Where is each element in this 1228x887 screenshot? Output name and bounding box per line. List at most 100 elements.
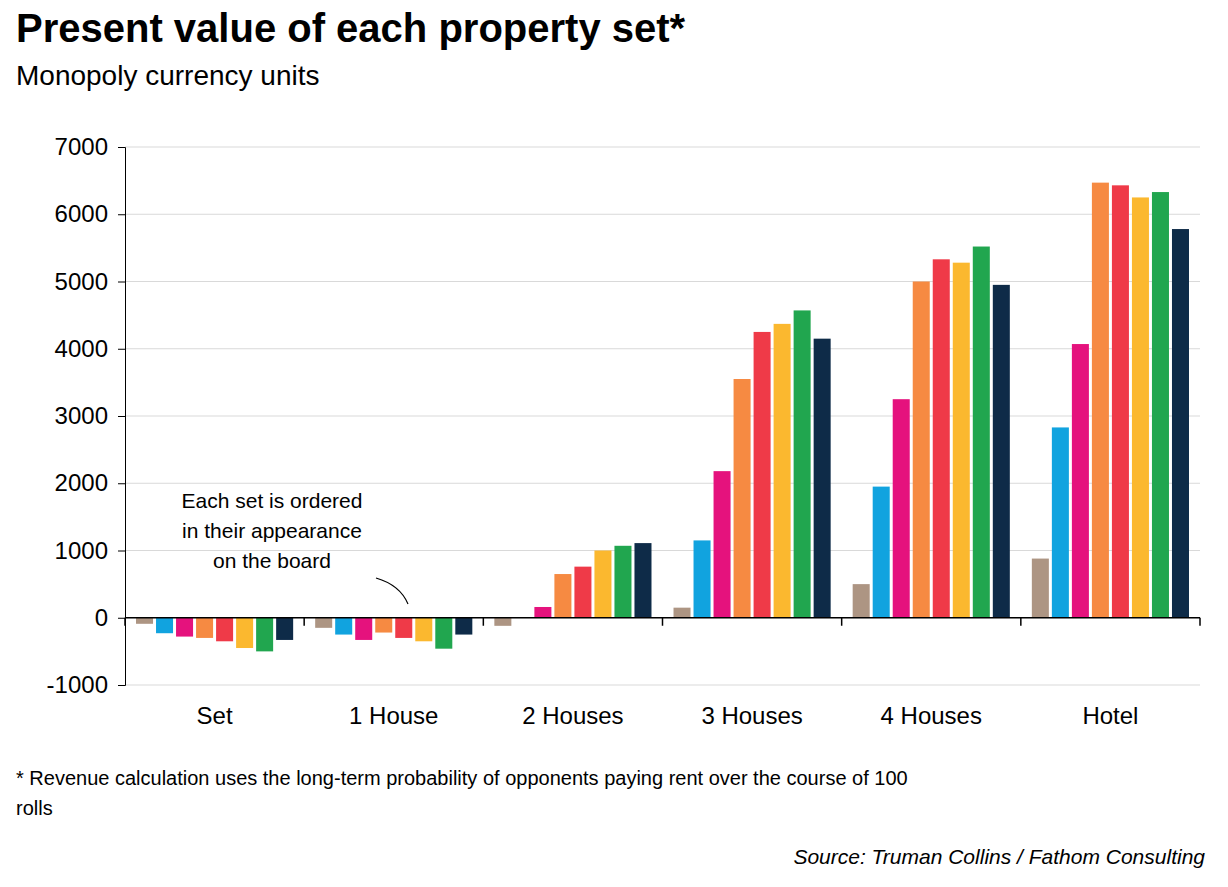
bar [873, 487, 890, 618]
bar [1172, 229, 1189, 618]
category-divider [303, 618, 305, 626]
category-label: 4 Houses [881, 702, 982, 729]
category-label: 3 Houses [701, 702, 802, 729]
source: Source: Truman Collins / Fathom Consulti… [793, 845, 1205, 868]
subtitle: Monopoly currency units [16, 60, 319, 91]
bar [494, 618, 511, 626]
bar [594, 551, 611, 618]
bar [1032, 559, 1049, 618]
tick: 2000 [55, 469, 125, 496]
tick: 6000 [55, 200, 125, 227]
bar [913, 282, 930, 618]
tick: 5000 [55, 268, 125, 295]
tick-mark [118, 147, 125, 148]
grid-line [125, 348, 1200, 349]
bar [714, 471, 731, 618]
bar [933, 259, 950, 617]
bar [694, 540, 711, 617]
bar [674, 608, 691, 618]
tick-mark [118, 551, 125, 552]
bar [455, 618, 472, 635]
bar [355, 618, 372, 640]
grid [125, 147, 1200, 685]
category-label: Hotel [1082, 702, 1138, 729]
bar [395, 618, 412, 638]
bar [893, 399, 910, 618]
category-divider [662, 618, 664, 626]
bars [136, 183, 1189, 652]
tick: 4 Houses [881, 702, 982, 729]
bar [1132, 197, 1149, 617]
series [156, 427, 1069, 634]
annotation-text: on the board [213, 549, 331, 572]
y-axis: -100001000200030004000500060007000 [47, 133, 126, 698]
category-label: 2 Houses [522, 702, 623, 729]
bar [554, 574, 571, 618]
series [196, 183, 1109, 638]
bar [415, 618, 432, 642]
bar [634, 543, 651, 618]
grid-line [125, 147, 1200, 148]
category-divider [1020, 618, 1022, 626]
bar [794, 310, 811, 617]
category-label: Set [197, 702, 233, 729]
annotation: Each set is orderedin their appearanceon… [182, 489, 408, 604]
tick: 0 [95, 604, 125, 631]
axis-line [118, 148, 126, 686]
bar [375, 618, 392, 633]
bar [315, 618, 332, 628]
series [256, 192, 1169, 651]
series [176, 344, 1089, 640]
grid-line [125, 483, 1200, 484]
tick-label: 3000 [55, 402, 108, 429]
bar [614, 546, 631, 618]
bar [534, 607, 551, 618]
bar [814, 339, 831, 618]
tick-label: 0 [95, 604, 108, 631]
annotation-text: in their appearance [182, 519, 362, 542]
tick-label: -1000 [47, 671, 108, 698]
category-divider [124, 618, 126, 626]
footnote: rolls [16, 797, 53, 819]
tick: 2 Houses [522, 702, 623, 729]
annotation-arrow [376, 578, 408, 604]
grid-line [125, 685, 1200, 686]
bar [1152, 192, 1169, 618]
bar [993, 285, 1010, 618]
category-label: 1 House [349, 702, 438, 729]
series [216, 185, 1129, 641]
tick: 4000 [55, 335, 125, 362]
grid-line [125, 416, 1200, 417]
bar [435, 618, 452, 649]
bar [1092, 183, 1109, 618]
series [236, 197, 1149, 648]
bar [774, 324, 791, 618]
bar [176, 618, 193, 637]
bar [196, 618, 213, 638]
tick: 3 Houses [701, 702, 802, 729]
bar [335, 618, 352, 635]
category-divider [1199, 618, 1201, 626]
tick: 3000 [55, 402, 125, 429]
tick-mark [118, 416, 125, 417]
tick-mark [118, 618, 125, 619]
series [276, 229, 1189, 640]
bar [276, 618, 293, 640]
title: Present value of each property set* [16, 6, 686, 50]
tick: 1 House [349, 702, 438, 729]
bar [1112, 185, 1129, 617]
tick-mark [118, 282, 125, 283]
bar [1072, 344, 1089, 618]
category-divider [841, 618, 843, 626]
bar [236, 618, 253, 648]
bar [156, 618, 173, 633]
category-divider [483, 618, 485, 626]
tick-label: 6000 [55, 200, 108, 227]
bar [754, 332, 771, 618]
bar [136, 618, 153, 624]
bar [973, 247, 990, 618]
bar [853, 584, 870, 618]
bar [256, 618, 273, 652]
tick-mark [118, 483, 125, 484]
tick-label: 2000 [55, 469, 108, 496]
